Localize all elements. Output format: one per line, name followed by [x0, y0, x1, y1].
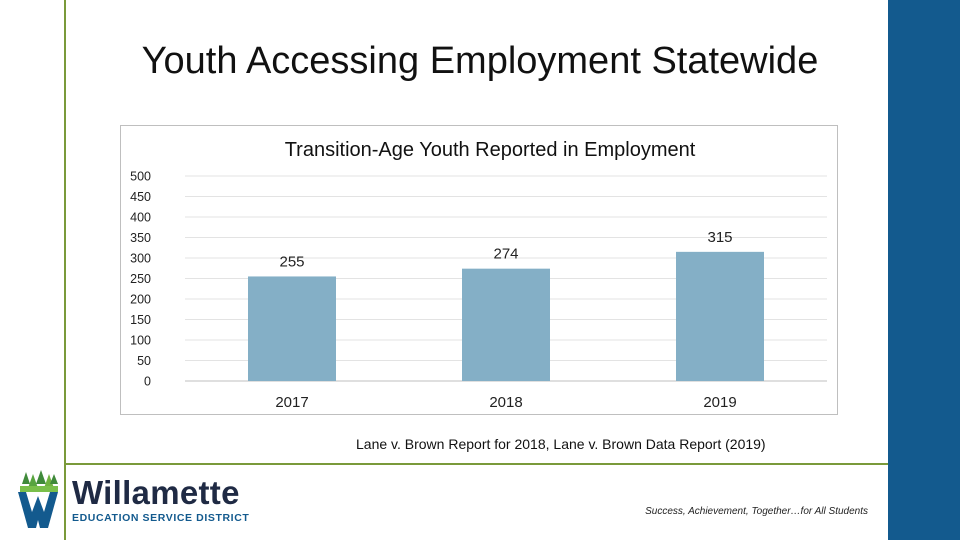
y-tick-label: 150: [130, 313, 151, 327]
logo-name: Willamette: [72, 474, 240, 511]
bar: [676, 251, 764, 381]
source-citation: Lane v. Brown Report for 2018, Lane v. B…: [356, 436, 766, 452]
bar: [248, 276, 336, 381]
slide-title: Youth Accessing Employment Statewide: [141, 40, 819, 82]
y-tick-label: 400: [130, 211, 151, 225]
chart-title: Transition-Age Youth Reported in Employm…: [285, 139, 696, 161]
bar: [462, 268, 550, 381]
y-tick-label: 0: [144, 375, 151, 389]
data-label: 274: [493, 246, 518, 263]
vertical-accent-line: [64, 0, 66, 540]
y-tick-label: 250: [130, 272, 151, 286]
y-tick-label: 200: [130, 293, 151, 307]
tagline: Success, Achievement, Together…for All S…: [645, 506, 868, 517]
bar-chart: Transition-Age Youth Reported in Employm…: [130, 139, 827, 411]
right-sidebar-band: [888, 0, 960, 540]
y-tick-label: 350: [130, 231, 151, 245]
willamette-logo-icon: [18, 470, 58, 528]
data-label: 255: [279, 253, 304, 270]
chart-frame: Transition-Age Youth Reported in Employm…: [120, 125, 838, 415]
logo-subtitle: EDUCATION SERVICE DISTRICT: [72, 512, 250, 524]
x-tick-label: 2017: [275, 394, 308, 411]
horizontal-accent-line: [64, 463, 960, 465]
data-label: 315: [707, 229, 732, 246]
y-tick-label: 100: [130, 334, 151, 348]
y-tick-label: 450: [130, 190, 151, 204]
y-tick-label: 50: [137, 354, 151, 368]
x-tick-label: 2018: [489, 394, 522, 411]
y-tick-label: 300: [130, 252, 151, 266]
x-tick-label: 2019: [703, 394, 736, 411]
y-tick-label: 500: [130, 170, 151, 184]
